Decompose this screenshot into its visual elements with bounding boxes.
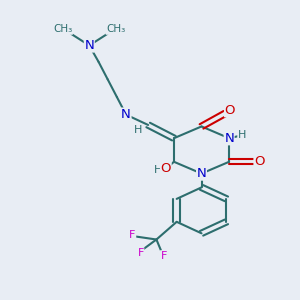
Text: F: F xyxy=(160,251,167,261)
Text: H: H xyxy=(154,165,163,175)
Text: H: H xyxy=(238,130,246,140)
Text: F: F xyxy=(129,230,136,240)
Text: N: N xyxy=(224,132,234,145)
Text: N: N xyxy=(197,167,206,180)
Text: CH₃: CH₃ xyxy=(53,24,72,34)
Text: H: H xyxy=(134,125,142,135)
Text: N: N xyxy=(121,108,131,121)
Text: CH₃: CH₃ xyxy=(106,24,125,34)
Text: F: F xyxy=(137,248,144,258)
Text: O: O xyxy=(225,104,235,117)
Text: O: O xyxy=(254,155,265,168)
Text: O: O xyxy=(160,162,171,175)
Text: N: N xyxy=(84,39,94,52)
